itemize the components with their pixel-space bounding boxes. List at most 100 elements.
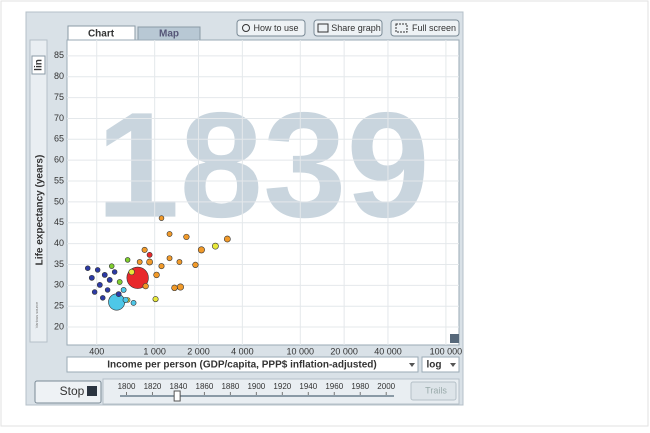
icon	[242, 24, 250, 32]
bubble	[96, 282, 103, 288]
bubble	[130, 299, 137, 306]
x-tick-label: 400	[89, 346, 104, 356]
tab-label[interactable]: Chart	[88, 29, 115, 40]
y-tick-label: 25	[54, 301, 64, 311]
bubble	[106, 277, 113, 283]
bubble	[91, 289, 98, 295]
bubble	[136, 259, 143, 265]
bubble	[223, 235, 231, 243]
bubble	[128, 268, 135, 276]
timeline-panel	[102, 378, 460, 405]
x-tick-label: 40 000	[374, 346, 402, 356]
bubble	[183, 233, 190, 241]
x-scale-dropdown[interactable]	[421, 356, 460, 373]
bubble	[166, 255, 173, 262]
year-watermark: 1839	[96, 81, 430, 249]
x-tick-label: 2 000	[187, 346, 210, 356]
y-tick-label: 35	[54, 259, 64, 269]
y-tick-label: 60	[54, 155, 64, 165]
x-tick-label: 4 000	[231, 346, 254, 356]
bubble	[192, 261, 199, 268]
y-tick-label: 40	[54, 238, 64, 248]
button-label[interactable]: How to use	[253, 23, 298, 33]
bubble	[115, 291, 122, 297]
bubble	[84, 265, 91, 271]
bubble	[142, 283, 149, 290]
bubble	[94, 267, 101, 273]
bubble	[152, 296, 159, 303]
timeline-tick-label: 1980	[351, 382, 369, 391]
button[interactable]	[236, 19, 306, 37]
timeline-tick-label: 2000	[377, 382, 395, 391]
y-tick-label: 65	[54, 134, 64, 144]
bubble	[108, 293, 126, 311]
bubble	[141, 246, 148, 253]
tab-label[interactable]: Map	[159, 29, 179, 40]
trails-label[interactable]: Trails	[425, 385, 447, 395]
button[interactable]	[390, 19, 460, 37]
bubble	[153, 271, 160, 279]
x-tick-label: 100 000	[430, 346, 463, 356]
bubble	[158, 215, 165, 221]
y-tick-label: 50	[54, 196, 64, 206]
y-scale-dropdown[interactable]	[31, 55, 46, 75]
x-tick-label: 1 000	[143, 346, 166, 356]
y-scale-label[interactable]: lin	[34, 59, 45, 71]
x-tick-label: 10 000	[287, 346, 315, 356]
timeline-tick-label: 1800	[118, 382, 136, 391]
y-tick-label: 85	[54, 50, 64, 60]
bubble	[146, 258, 153, 266]
x-scale-label[interactable]: log	[427, 360, 442, 371]
y-tick-label: 80	[54, 71, 64, 81]
trails-button[interactable]	[410, 381, 457, 401]
bubble	[176, 259, 183, 265]
y-axis-panel	[29, 39, 48, 343]
dropdown-arrow	[409, 363, 415, 367]
bubble	[197, 246, 205, 254]
y-tick-label: 55	[54, 175, 64, 185]
bubble	[171, 284, 178, 292]
bubble	[108, 263, 115, 269]
y-axis-title[interactable]: Life expectancy (years)	[35, 155, 46, 266]
timeline-tick-label: 1920	[273, 382, 291, 391]
y-tick-label: 45	[54, 217, 64, 227]
timeline-tick-label: 1940	[299, 382, 317, 391]
timeline-tick-label: 1820	[144, 382, 162, 391]
bubble	[122, 296, 129, 303]
button-label[interactable]: Share graph	[331, 23, 381, 33]
bubble	[120, 287, 127, 293]
play-button-label[interactable]: Stop	[60, 384, 85, 398]
bubble	[176, 283, 184, 291]
y-tick-label: 70	[54, 113, 64, 123]
bubble	[166, 231, 173, 237]
stop-icon	[87, 386, 97, 396]
bubble	[116, 279, 123, 285]
bubble	[88, 274, 95, 281]
x-axis-title-box[interactable]	[66, 356, 419, 373]
source-note: Various source	[34, 301, 39, 328]
bubble	[111, 269, 118, 275]
bubble	[158, 263, 165, 270]
bubble	[212, 242, 219, 250]
bubble	[101, 272, 108, 278]
button-label[interactable]: Full screen	[412, 23, 456, 33]
x-axis-title[interactable]: Income per person (GDP/capita, PPP$ infl…	[107, 360, 377, 371]
icon	[317, 23, 329, 33]
timeline-thumb[interactable]	[173, 390, 181, 402]
y-tick-label: 75	[54, 92, 64, 102]
button[interactable]	[313, 19, 383, 37]
bubble	[104, 287, 111, 293]
bubble	[100, 295, 106, 301]
play-button[interactable]	[34, 380, 102, 404]
bubble	[146, 251, 153, 258]
resize-icon[interactable]	[450, 334, 459, 343]
timeline-tick-label: 1840	[170, 382, 188, 391]
dropdown-arrow	[450, 363, 456, 367]
icon	[395, 23, 408, 33]
x-tick-label: 20 000	[330, 346, 358, 356]
timeline-tick-label: 1860	[196, 382, 214, 391]
timeline-tick-label: 1880	[221, 382, 239, 391]
plot-area	[66, 39, 460, 346]
y-tick-label: 30	[54, 280, 64, 290]
